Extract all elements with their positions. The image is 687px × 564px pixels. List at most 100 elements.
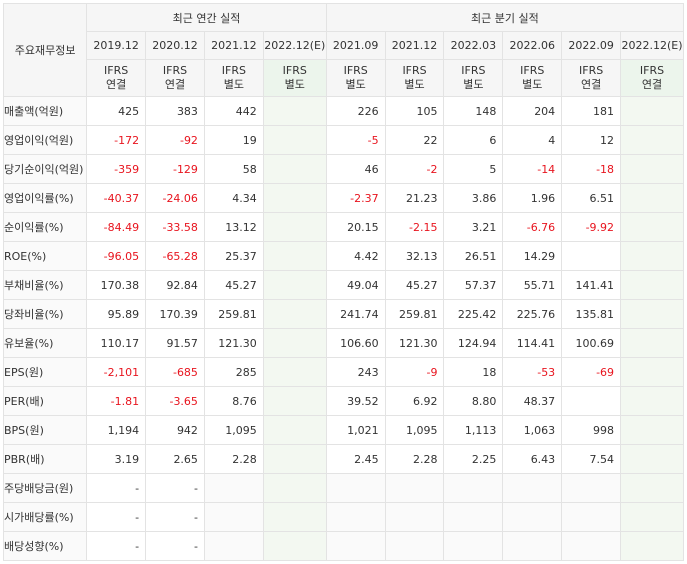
value-cell [325,473,386,503]
value-cell: 121.30 [384,328,445,358]
value-cell [561,502,622,532]
quarter-group-header: 최근 분기 실적 [325,3,685,32]
annual-period-0: 2019.12 [86,31,147,60]
value-cell [262,473,327,503]
value-cell: 285 [203,357,264,387]
annual-period-1: 2020.12 [145,31,205,60]
row-label: 순이익률(%) [2,212,88,242]
value-cell [443,531,504,561]
value-cell: 383 [145,96,205,126]
value-cell [262,444,327,474]
value-cell: 45.27 [203,270,264,300]
value-cell [262,502,327,532]
value-cell: -40.37 [86,183,147,213]
value-cell: 45.27 [384,270,445,300]
quarter-standard-1: IFRS 별도 [384,59,445,97]
table-row: ROE(%) -96.05 -65.28 25.37 4.42 32.13 26.51 14.… [2,241,684,271]
value-cell: 19 [203,125,264,155]
value-cell [262,183,327,213]
value-cell: - [86,473,147,503]
value-cell: - [86,502,147,532]
value-cell [561,473,622,503]
row-label: ROE(%) [2,241,88,271]
value-cell: 3.19 [86,444,147,474]
value-cell: 6 [443,125,504,155]
value-cell: 121.30 [203,328,264,358]
annual-standard-0: IFRS 연결 [86,59,147,97]
value-cell: 26.51 [443,241,504,271]
value-cell: -2.15 [384,212,445,242]
financial-summary-table: 주요재무정보 최근 연간 실적 최근 분기 실적 2019.12 2020.12 2… [2,3,685,561]
value-cell [620,502,684,532]
quarter-standard-0: IFRS 별도 [325,59,386,97]
value-cell [620,328,684,358]
value-cell [203,473,264,503]
value-cell: 170.38 [86,270,147,300]
value-cell: 4.34 [203,183,264,213]
value-cell: 22 [384,125,445,155]
value-cell [620,154,684,184]
value-cell: 3.86 [443,183,504,213]
value-cell [384,473,445,503]
value-cell [620,415,684,445]
value-cell: 12 [561,125,622,155]
value-cell [561,531,622,561]
value-cell: 100.69 [561,328,622,358]
value-cell: -172 [86,125,147,155]
value-cell: -84.49 [86,212,147,242]
value-cell: 8.76 [203,386,264,416]
value-cell: 95.89 [86,299,147,329]
value-cell: -96.05 [86,241,147,271]
value-cell: 226 [325,96,386,126]
quarter-period-0: 2021.09 [325,31,386,60]
value-cell: 58 [203,154,264,184]
value-cell: 181 [561,96,622,126]
value-cell [262,241,327,271]
value-cell: 243 [325,357,386,387]
value-cell: 1,194 [86,415,147,445]
value-cell: 1,095 [384,415,445,445]
value-cell: 105 [384,96,445,126]
value-cell: 57.37 [443,270,504,300]
value-cell: 8.80 [443,386,504,416]
value-cell [561,386,622,416]
value-cell [262,125,327,155]
table-row: 유보율(%) 110.17 91.57 121.30 106.60 121.30 124.9… [2,328,684,358]
annual-group-header: 최근 연간 실적 [86,3,327,32]
value-cell: 225.42 [443,299,504,329]
value-cell: 2.25 [443,444,504,474]
table-row: 매출액(억원) 425 383 442 226 105 148 204 181 [2,96,684,126]
value-cell: -1.81 [86,386,147,416]
value-cell [620,96,684,126]
value-cell [620,531,684,561]
value-cell [620,444,684,474]
value-cell: 170.39 [145,299,205,329]
value-cell: -5 [325,125,386,155]
value-cell: - [145,473,205,503]
value-cell [443,473,504,503]
value-cell: 135.81 [561,299,622,329]
value-cell [262,357,327,387]
value-cell: - [86,531,147,561]
value-cell: 46 [325,154,386,184]
value-cell: 6.51 [561,183,622,213]
value-cell [502,502,563,532]
value-cell [262,212,327,242]
table-row: 영업이익률(%) -40.37 -24.06 4.34 -2.37 21.23 3.86 1.… [2,183,684,213]
value-cell: -92 [145,125,205,155]
value-cell [561,241,622,271]
table-row: 배당성향(%) - - [2,531,684,561]
table-row: 영업이익(억원) -172 -92 19 -5 22 6 4 12 [2,125,684,155]
value-cell: 204 [502,96,563,126]
value-cell [325,531,386,561]
value-cell [262,270,327,300]
value-cell [620,473,684,503]
row-label: EPS(원) [2,357,88,387]
table-row: 주당배당금(원) - - [2,473,684,503]
value-cell: 25.37 [203,241,264,271]
value-cell [262,531,327,561]
row-label: 영업이익(억원) [2,125,88,155]
value-cell: 91.57 [145,328,205,358]
value-cell: 4.42 [325,241,386,271]
value-cell: -2 [384,154,445,184]
